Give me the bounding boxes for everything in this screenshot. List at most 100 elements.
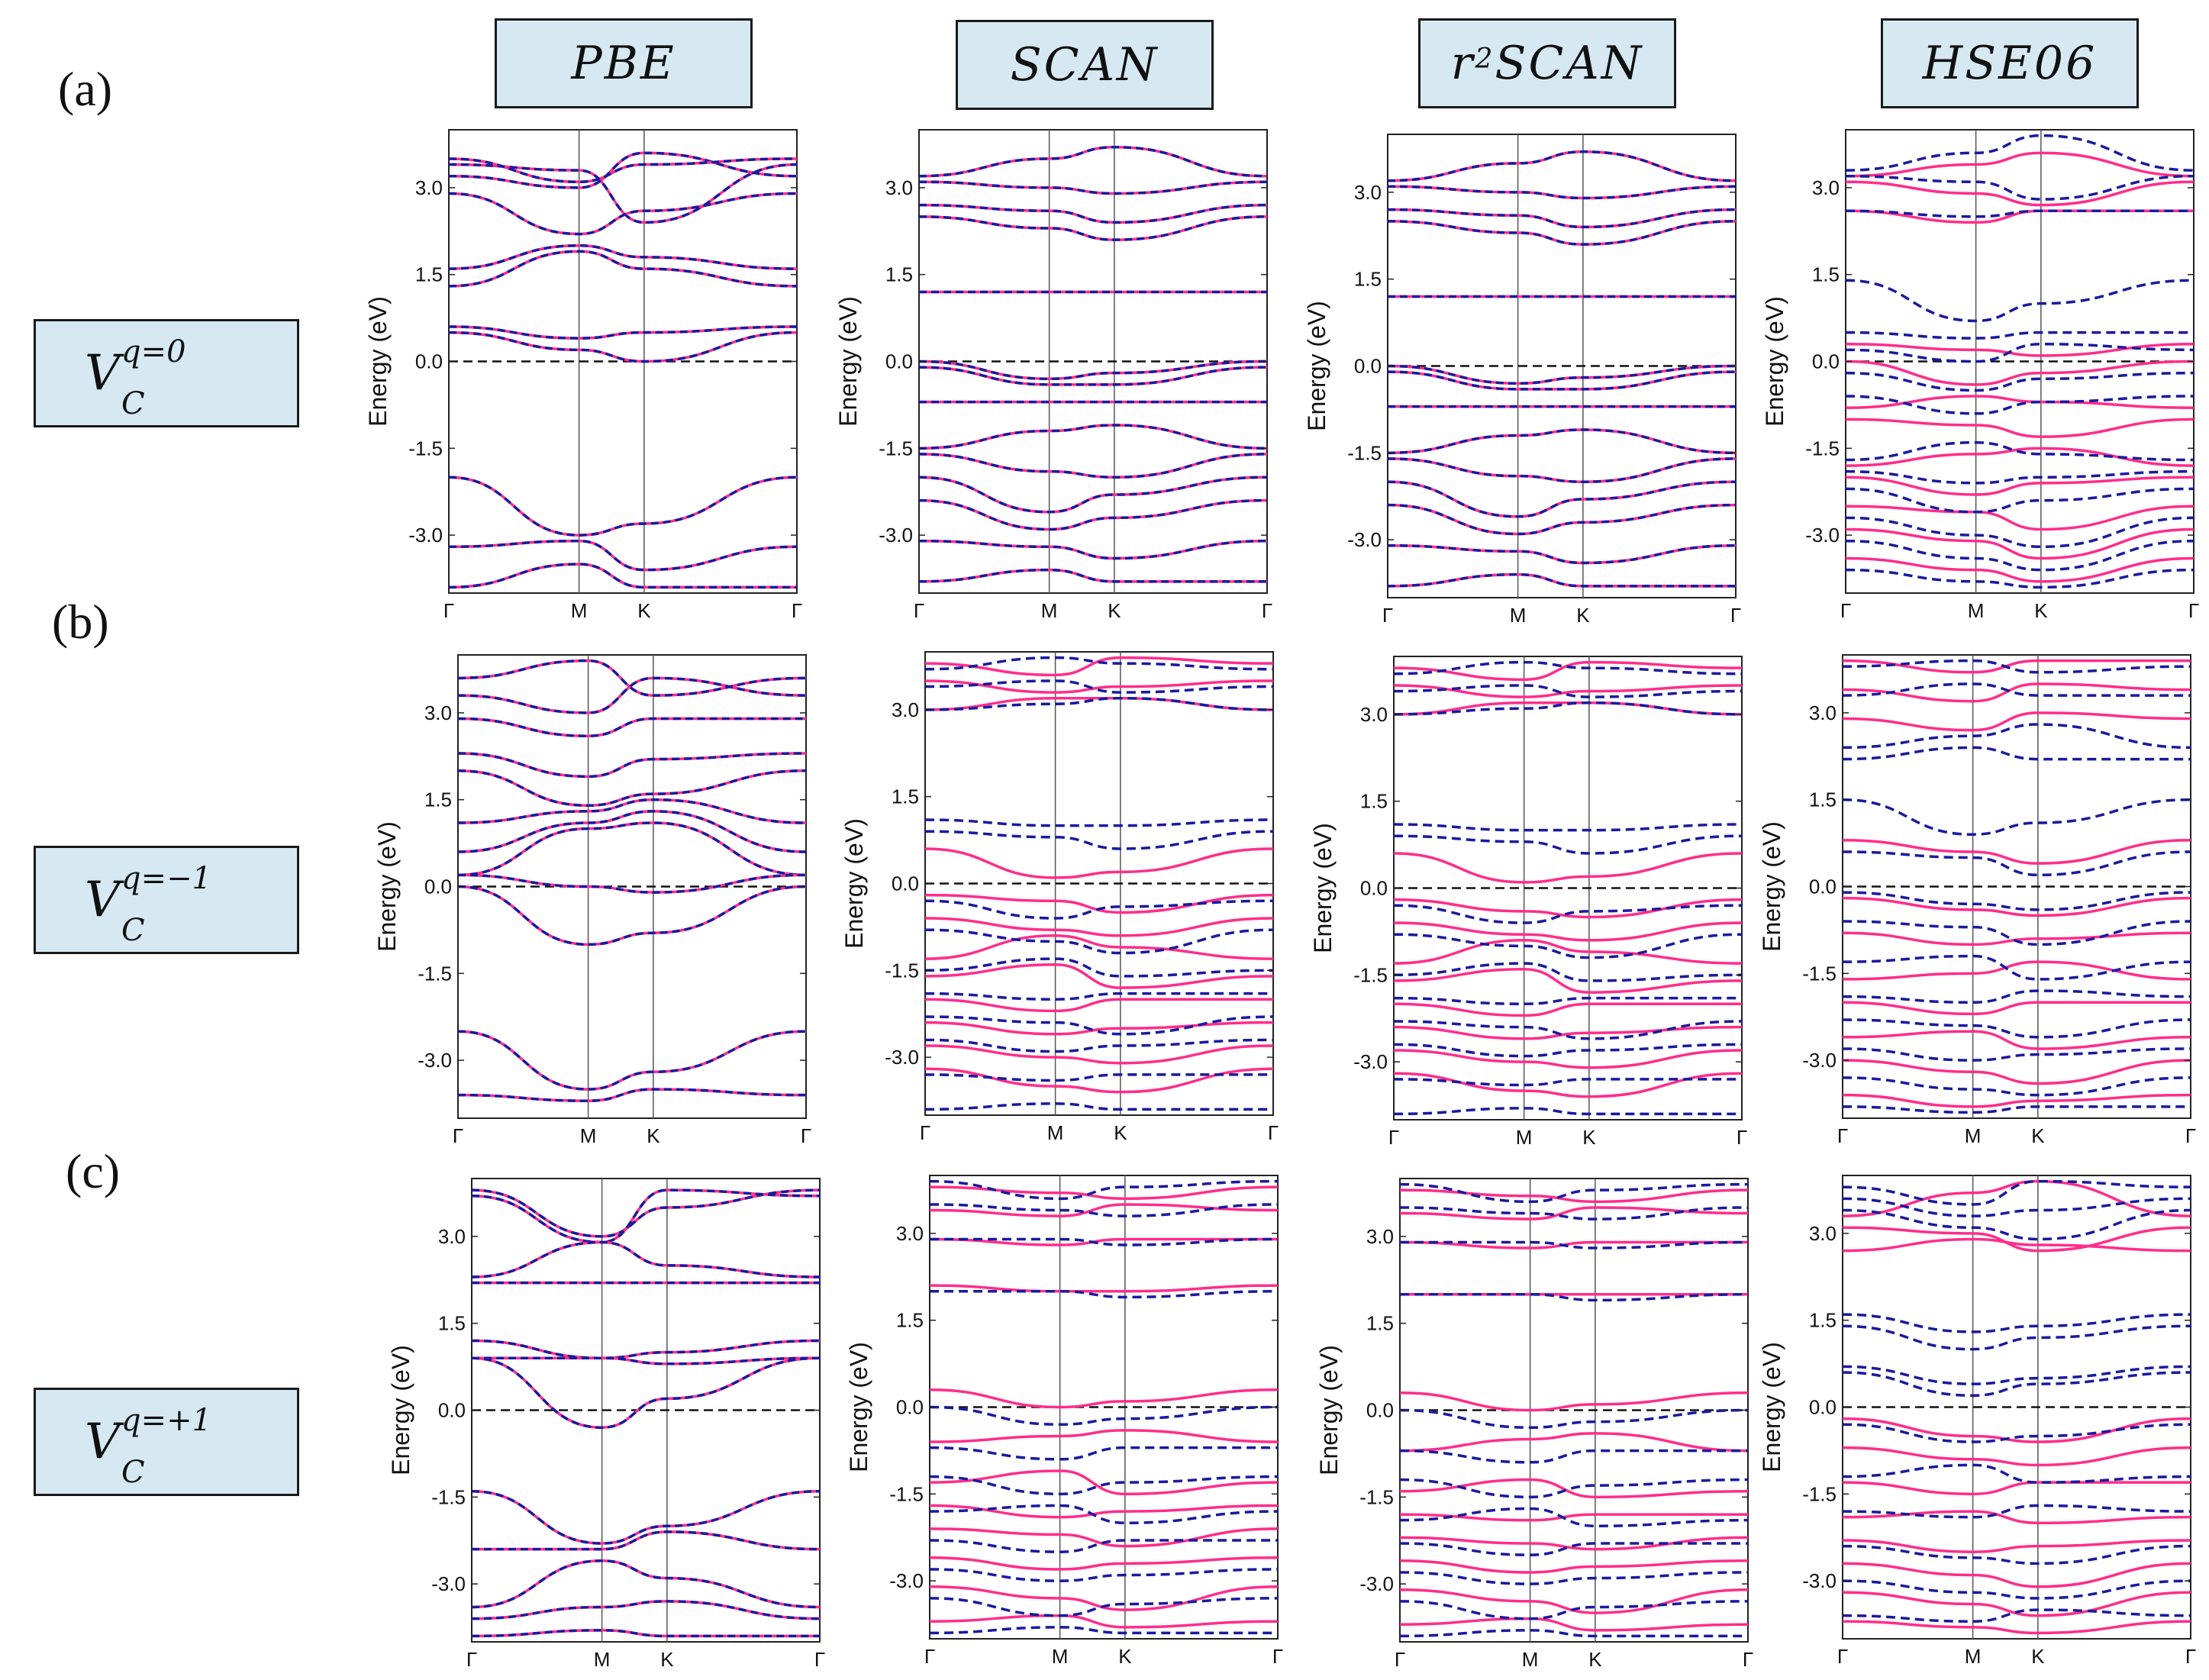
panel-r1c1-spin-down-band-9 [925,1015,1273,1036]
panel-r2c2-ytick-label-2: 0.0 [1366,1399,1394,1422]
panel-r1c3-spin-up-band-2 [1843,711,2191,732]
panel-r2c1-kpoint-label-0: Γ [924,1645,935,1668]
panel-r0c2-band-8-solid [1388,428,1736,455]
panel-r2c2-spin-up-band-5 [1400,1432,1748,1453]
panel-r2c1-ytick-label-2: 0.0 [896,1396,924,1419]
panel-r2c2-ylabel: Energy (eV) [1315,1345,1343,1475]
panel-r0c3-spin-down-band-12 [1846,539,2194,572]
panel-r1c1-kpoint-label-0: Γ [920,1121,930,1144]
header-hse06: HSE06 [1881,18,2139,108]
panel-r1c2-spin-down-band-0 [1394,660,1742,676]
panel-r2c1-spin-up-band-1 [930,1203,1278,1217]
panel-r1c1-spin-down-band-6 [925,928,1273,955]
panel-r0c0-band-2-dashed [449,157,797,184]
row-box-qp1-sup: q=+1 [121,1403,212,1438]
panel-r2c0-band-1-dashed [472,1188,820,1244]
panel-r2c2-spin-down-band-3 [1400,1292,1748,1302]
panel-r0c1-band-12-dashed [919,539,1267,560]
panel-r0c1-band-2-dashed [919,203,1267,224]
panel-r1c0-band-4-dashed [458,769,806,808]
panel-r2c0-band-5-dashed [472,1356,820,1366]
panel-r2c0-band-1-solid [472,1188,820,1244]
panel-r2c0-band-11-dashed [472,1629,820,1638]
panel-r2c2-spin-down-band-0 [1400,1182,1748,1204]
panel-r1c3-spin-up-band-7 [1843,1001,2191,1016]
panel-r2c0-band-6-dashed [472,1356,820,1430]
panel-r0c1-ytick-label-4: -3.0 [879,524,913,547]
panel-r0c2-ytick-label-0: 3.0 [1354,181,1382,204]
panel-r0c3-spin-up-band-0 [1846,151,2194,178]
panel-r1c2-spin-down-band-10 [1394,1043,1742,1058]
panel-r1c2-spin-down-band-6 [1394,933,1742,959]
panel-r2c1-spin-up-band-10 [930,1585,1278,1611]
row-box-q0-sup: q=0 [121,334,186,369]
panel-r0c1-band-5-dashed [919,360,1267,381]
panel-r1c2-spin-down-band-5 [1394,904,1742,924]
panel-r1c2-kpoint-label-1: M [1516,1126,1533,1149]
panel-r1c1-spin-up-band-3 [925,847,1273,879]
panel-r1c1-ytick-label-1: 1.5 [892,785,919,808]
panel-r1c0-band-8-dashed [458,873,806,894]
panel-r1c2-spin-up-band-1 [1394,684,1742,698]
panel-r0c0-band-5-solid [449,250,797,288]
panel-r1c2-ytick-label-0: 3.0 [1360,703,1388,726]
panel-r1c2-spin-down-band-4 [1394,834,1742,855]
panel-r1c3-spin-up-band-9 [1843,1059,2191,1085]
panel-r1c3-kpoint-label-0: Γ [1837,1124,1848,1147]
panel-r1c1-kpoint-label-2: K [1114,1121,1127,1144]
panel-r0c1-kpoint-label-2: K [1108,599,1121,622]
panel-r0c1-band-1-dashed [919,180,1267,195]
panel-r2c2-spin-down-band-6 [1400,1478,1748,1499]
panel-r0c2-band-10-dashed [1388,480,1736,518]
panel-r1c2-spin-up-band-3 [1394,852,1742,884]
panel-r1c3-ytick-label-1: 1.5 [1809,788,1837,811]
panel-r0c1-ytick-label-3: -1.5 [879,437,913,460]
panel-r0c3-kpoint-label-1: M [1968,599,1985,622]
panel-r0c1-ylabel: Energy (eV) [834,296,862,427]
panel-r2c1-spin-down-band-0 [930,1179,1278,1201]
panel-r0c2: 3.0 1.5 0.0 -1.5 -3.0 Energy (eV) Γ M K Γ [1303,134,1741,627]
panel-r2c1-ytick-label-1: 1.5 [896,1309,924,1332]
panel-r2c0: 3.0 1.5 0.0 -1.5 -3.0 Energy (eV) Γ M K Γ [387,1178,825,1671]
panel-r1c3-spin-down-band-6 [1843,891,2191,911]
panel-r1c0-band-1-dashed [458,676,806,714]
panel-r0c3-spin-up-band-8 [1846,476,2194,496]
panel-r1c3-spin-down-band-4 [1843,798,2191,836]
panel-r1c2-ytick-label-2: 0.0 [1360,877,1388,900]
panel-r0c0-ytick-label-1: 1.5 [415,263,443,286]
panel-r0c0-band-7-dashed [449,331,797,363]
panel-r1c3-ytick-label-2: 0.0 [1809,875,1837,898]
panel-r2c3-kpoint-label-2: K [2031,1645,2045,1668]
panel-r1c1: 3.0 1.5 0.0 -1.5 -3.0 Energy (eV) Γ M K Γ [840,651,1279,1144]
panel-r2c3-spin-up-band-7 [1843,1539,2191,1553]
panel-r1c2-spin-up-band-10 [1394,1049,1742,1069]
panel-r0c3-spin-down-band-9 [1846,469,2194,485]
panel-r0c2-band-9-dashed [1388,457,1736,484]
panel-r2c0-kpoint-label-3: Γ [814,1648,825,1671]
panel-r1c0-ytick-label-1: 1.5 [424,788,452,811]
panel-r0c1-band-10-dashed [919,476,1267,514]
header-r2scan-prefix: r [1450,37,1475,90]
panel-r1c1-ytick-label-2: 0.0 [892,872,919,895]
panel-r0c3-ytick-label-1: 1.5 [1812,263,1840,286]
panel-r2c2-spin-up-band-7 [1400,1513,1748,1522]
header-pbe-label: PBE [571,37,676,90]
panel-r1c0-ytick-label-3: -1.5 [418,962,452,985]
panel-r1c1-ylabel: Energy (eV) [840,818,868,949]
panel-r0c3-kpoint-label-3: Γ [2188,599,2199,622]
panel-r2c3-spin-down-band-3 [1843,1313,2191,1333]
panel-r2c3-spin-up-band-8 [1843,1562,2191,1588]
panel-r1c3-spin-up-band-0 [1843,659,2191,674]
panel-r1c1-spin-up-band-1 [925,679,1273,694]
panel-r2c3-spin-down-band-2 [1843,1208,2191,1241]
panel-r2c1-spin-up-band-4 [930,1388,1278,1409]
panel-r2c3-kpoint-label-3: Γ [2185,1645,2196,1668]
row-label-c: (c) [66,1144,121,1198]
panel-r0c1: 3.0 1.5 0.0 -1.5 -3.0 Energy (eV) Γ M K Γ [834,129,1272,622]
panel-r2c3-kpoint-label-0: Γ [1837,1645,1848,1668]
panel-r2c3-ylabel: Energy (eV) [1758,1342,1785,1472]
panel-r2c3-spin-down-band-5 [1843,1365,2191,1385]
panel-r1c0-kpoint-label-3: Γ [801,1124,811,1147]
panel-r1c2-kpoint-label-3: Γ [1737,1126,1747,1149]
panel-r2c3-ytick-label-2: 0.0 [1809,1396,1837,1419]
